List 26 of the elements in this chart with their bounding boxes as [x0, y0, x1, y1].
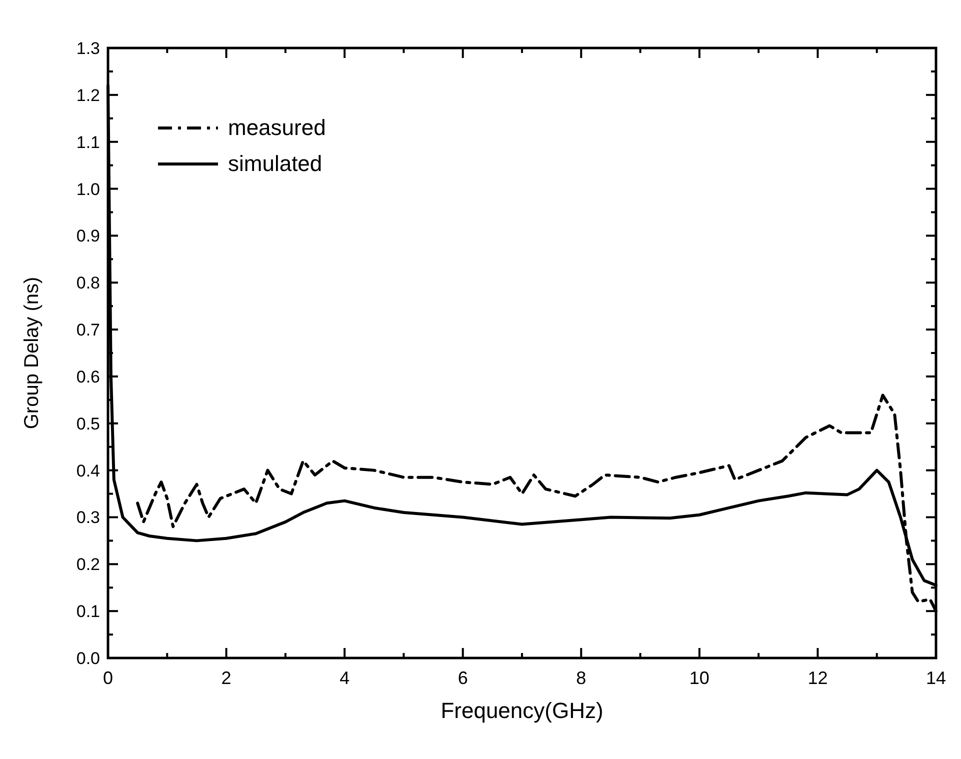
y-tick-label: 0.3 — [76, 508, 100, 528]
x-tick-label: 4 — [340, 668, 350, 688]
x-tick-label: 14 — [926, 668, 946, 688]
x-tick-label: 8 — [576, 668, 586, 688]
y-axis-title: Group Delay (ns) — [21, 276, 43, 430]
x-tick-label: 6 — [458, 668, 468, 688]
legend-label: measured — [228, 115, 326, 140]
x-tick-label: 2 — [221, 668, 232, 688]
legend-label: simulated — [228, 151, 322, 176]
y-tick-label: 0.5 — [76, 414, 100, 434]
y-tick-label: 0.6 — [76, 367, 100, 386]
y-tick-label: 1.1 — [76, 132, 100, 152]
y-tick-label: 0.2 — [76, 555, 100, 574]
y-tick-label: 1.0 — [76, 180, 100, 199]
y-tick-label: 0.1 — [76, 602, 100, 622]
y-tick-label: 0.8 — [76, 274, 100, 293]
y-tick-label: 1.2 — [76, 86, 100, 105]
y-tick-label: 0.7 — [76, 320, 100, 340]
y-tick-label: 1.3 — [76, 39, 100, 58]
y-tick-label: 0.4 — [76, 461, 100, 480]
x-tick-label: 0 — [102, 668, 114, 688]
x-tick-label: 10 — [689, 668, 710, 688]
x-axis-title: Frequency(GHz) — [440, 698, 604, 723]
y-tick-label: 0.0 — [76, 649, 100, 668]
x-tick-label: 12 — [808, 668, 828, 688]
y-tick-label: 0.9 — [76, 226, 100, 246]
